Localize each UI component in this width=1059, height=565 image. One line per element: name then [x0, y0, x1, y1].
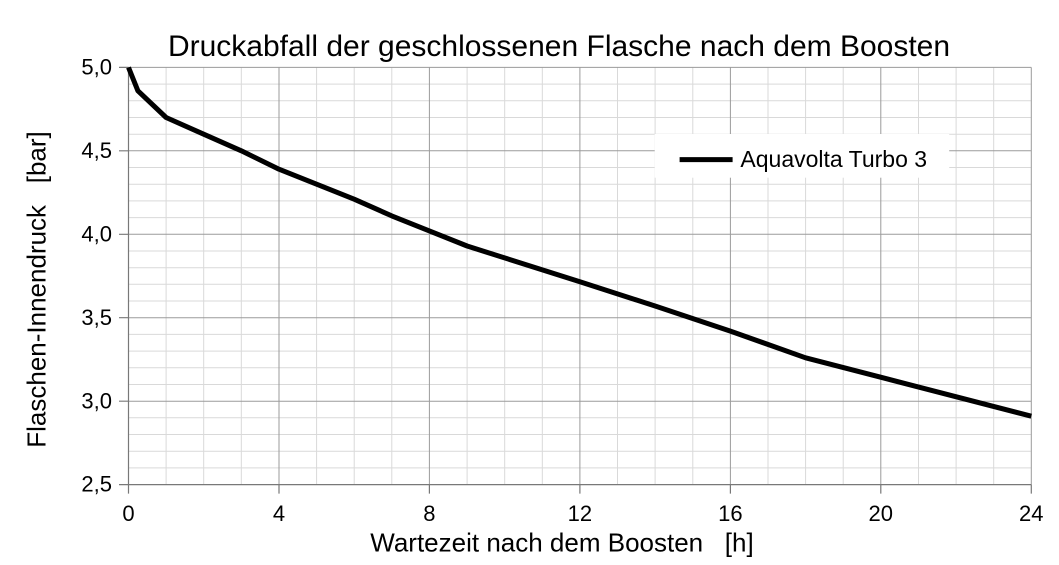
svg-text:8: 8 — [423, 501, 435, 526]
svg-text:2,5: 2,5 — [81, 472, 112, 497]
svg-text:4,5: 4,5 — [81, 138, 112, 163]
svg-text:Wartezeit nach dem Boosten [: Wartezeit nach dem Boosten [h] — [370, 528, 753, 558]
svg-text:12: 12 — [568, 501, 592, 526]
svg-text:3,0: 3,0 — [81, 388, 112, 413]
svg-text:20: 20 — [869, 501, 893, 526]
svg-text:5,0: 5,0 — [81, 55, 112, 80]
svg-text:0: 0 — [122, 501, 134, 526]
svg-text:24: 24 — [1019, 501, 1043, 526]
svg-text:Flaschen-Innendruck [bar]: Flaschen-Innendruck [bar] — [22, 131, 52, 448]
svg-text:3,5: 3,5 — [81, 305, 112, 330]
svg-text:4,0: 4,0 — [81, 221, 112, 246]
svg-text:Druckabfall der geschlossenen: Druckabfall der geschlossenen Flasche na… — [168, 30, 950, 63]
svg-text:4: 4 — [273, 501, 285, 526]
svg-text:Aquavolta Turbo 3: Aquavolta Turbo 3 — [740, 146, 927, 172]
svg-text:16: 16 — [718, 501, 742, 526]
